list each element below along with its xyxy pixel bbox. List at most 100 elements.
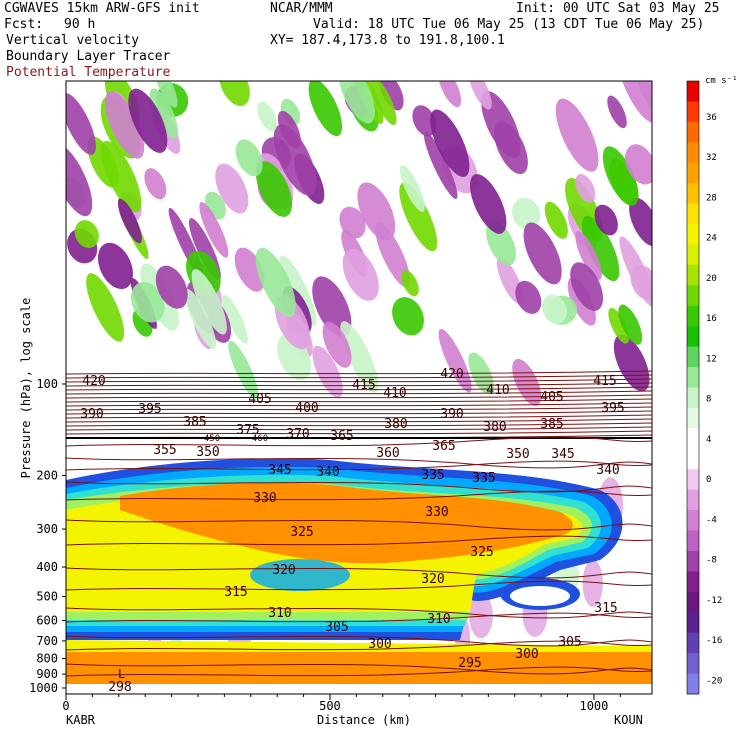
- field-potential-temperature: Potential Temperature: [6, 65, 171, 80]
- y-tick-label: 1000: [29, 681, 58, 695]
- theta-label: 300: [515, 647, 538, 662]
- colorbar-cell: [687, 326, 699, 348]
- w-cell: [575, 174, 596, 203]
- w-cell: [401, 270, 419, 297]
- w-cell: [575, 231, 602, 280]
- w-cell: [74, 220, 99, 249]
- theta-label: 345: [268, 463, 291, 478]
- tracer-hole-inner: [510, 586, 570, 606]
- colorbar-label: 4: [706, 435, 711, 445]
- theta-contour: [66, 460, 652, 471]
- x-tick-label: 1000: [579, 699, 608, 713]
- theta-contour: [66, 386, 652, 391]
- w-cell: [541, 294, 568, 324]
- theta-contour: [66, 519, 652, 531]
- theta-label: 325: [290, 525, 313, 540]
- theta-label: 335: [421, 468, 444, 483]
- theta-label: 405: [540, 390, 563, 405]
- x-tick-label: 0: [62, 699, 69, 713]
- y-tick-label: 900: [36, 667, 58, 681]
- theta-label: 300: [368, 637, 391, 652]
- w-cell: [339, 206, 366, 239]
- w-cell: [437, 81, 462, 108]
- theta-contour: [66, 481, 652, 493]
- org-label: NCAR/MMM: [270, 1, 333, 16]
- colorbar-cell: [687, 285, 699, 307]
- fcst-label: Fcst:: [4, 17, 44, 32]
- tracer-core: [120, 482, 573, 564]
- w-cell: [255, 247, 296, 317]
- colorbar-label: 28: [706, 193, 717, 203]
- colorbar-cell: [687, 489, 699, 511]
- theta-contour: [66, 640, 652, 651]
- theta-contour: [66, 430, 652, 435]
- y-tick-label: 800: [36, 652, 58, 666]
- theta-label: 305: [558, 635, 581, 650]
- theta-contour: [66, 414, 652, 419]
- colorbar-cell: [687, 653, 699, 675]
- w-cell: [104, 91, 145, 159]
- theta-contour: [66, 607, 652, 619]
- colorbar-cell: [687, 428, 699, 450]
- theta-contour: [66, 410, 652, 415]
- y-tick-label: 300: [36, 522, 58, 536]
- colorbar-cell: [687, 81, 699, 102]
- valid-time: Valid: 18 UTC Tue 06 May 25 (13 CDT Tue …: [313, 17, 705, 32]
- w-cell: [370, 81, 397, 126]
- w-cell: [544, 201, 568, 239]
- theta-contour: [66, 666, 652, 677]
- theta-contour: [66, 382, 652, 387]
- colorbar-cell: [687, 530, 699, 552]
- colorbar-label: -8: [706, 556, 717, 566]
- w-cell: [512, 358, 542, 406]
- y-tick-label: 600: [36, 614, 58, 628]
- colorbar-cell: [687, 591, 699, 613]
- w-cell: [338, 81, 375, 124]
- colorbar-cell: [687, 346, 699, 368]
- colorbar-frame: [686, 80, 700, 695]
- x-tick-label: 500: [319, 699, 341, 713]
- w-cell: [570, 262, 604, 311]
- theta-label: 325: [470, 545, 493, 560]
- theta-contour: [66, 406, 652, 411]
- colorbar-cell: [687, 183, 699, 205]
- x-axis-title: Distance (km): [317, 713, 411, 727]
- colorbar-label: 32: [706, 153, 717, 163]
- theta-label: 315: [594, 601, 617, 616]
- theta-label: 320: [421, 572, 444, 587]
- colorbar-label: -12: [706, 596, 722, 606]
- theta-label: 345: [551, 447, 574, 462]
- w-cell: [153, 81, 178, 108]
- theta-contour: [66, 490, 652, 501]
- theta-label: 315: [224, 585, 247, 600]
- colorbar-label: 20: [706, 274, 717, 284]
- w-cell: [199, 202, 229, 258]
- colorbar-label: -20: [706, 676, 722, 686]
- theta-contour: [66, 422, 652, 427]
- colorbar-cell: [687, 203, 699, 225]
- w-cell: [629, 197, 652, 247]
- w-cell: [66, 143, 93, 217]
- theta-label: 298: [108, 680, 131, 695]
- theta-contour: [66, 567, 652, 579]
- colorbar-cell: [687, 469, 699, 491]
- w-cell: [379, 81, 404, 111]
- w-cell: [392, 297, 424, 336]
- theta-label: 305: [325, 620, 348, 635]
- w-cell: [257, 101, 277, 132]
- theta-label: 310: [427, 612, 450, 627]
- theta-label: 405: [248, 392, 271, 407]
- theta-label: 395: [138, 402, 161, 417]
- w-cell: [215, 163, 249, 214]
- colorbar-cell: [687, 264, 699, 286]
- theta-label: 385: [183, 415, 206, 430]
- w-cell: [438, 328, 472, 393]
- w-cell: [191, 268, 227, 335]
- theta-label: 385: [540, 417, 563, 432]
- w-cell: [515, 280, 542, 314]
- xy-endpoints: XY= 187.4,173.8 to 191.8,100.1: [270, 33, 505, 48]
- w-cell: [608, 307, 629, 344]
- theta-contour: [66, 370, 652, 375]
- colorbar-unit: cm s⁻¹: [705, 76, 738, 86]
